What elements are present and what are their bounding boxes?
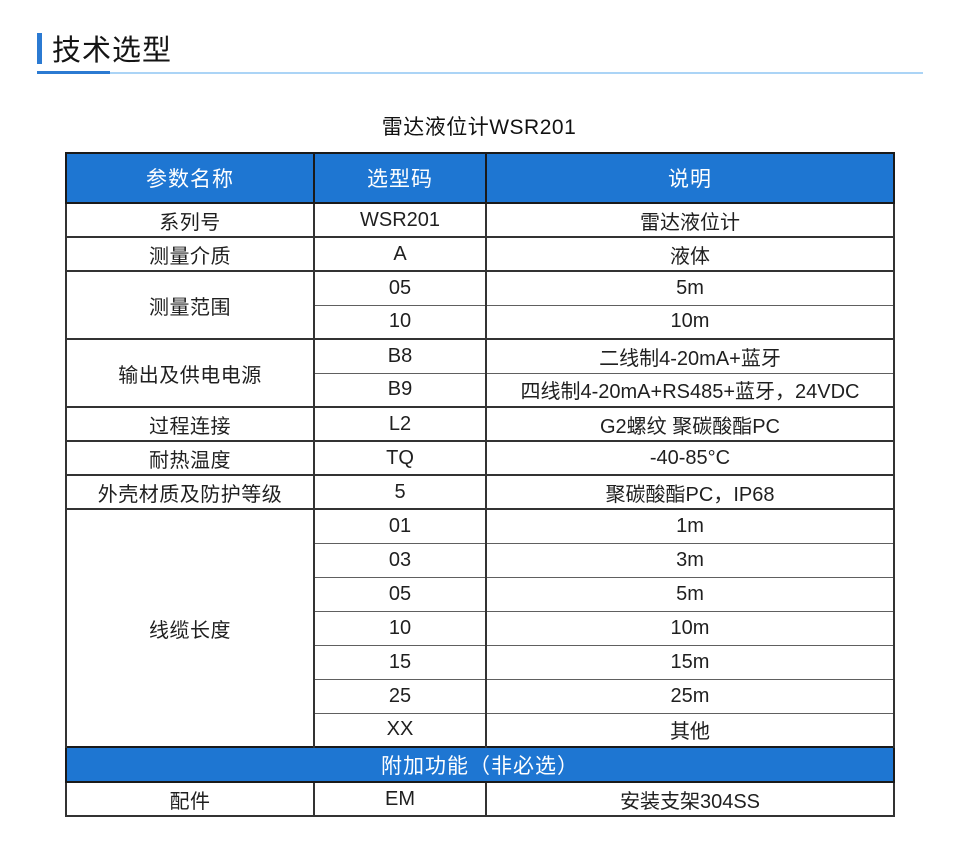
code-cell: B8 (313, 338, 487, 374)
code-cell: 05 (313, 270, 487, 306)
selection-table: 参数名称 选型码 说明 系列号 WSR201 雷达液位计 测量介质 A 液体 测量范围 05 5m 1… (65, 152, 895, 817)
desc-cell: 聚碳酸酯PC，IP68 (485, 474, 895, 510)
table-row: XX 其他 (66, 712, 895, 748)
underline-dark-segment (37, 71, 110, 74)
param-cell: 输出及供电电源 (65, 338, 315, 408)
table-row: 10 10m (66, 304, 895, 340)
param-cell: 外壳材质及防护等级 (65, 474, 315, 510)
desc-cell: 3m (485, 542, 895, 578)
code-cell: B9 (313, 372, 487, 408)
table-extra-body: 配件 EM 安装支架304SS (65, 781, 895, 817)
param-cell: 测量范围 (65, 270, 315, 340)
desc-cell: G2螺纹 聚碳酸酯PC (485, 406, 895, 442)
column-header: 说明 (485, 152, 895, 204)
band-label: 附加功能（非必选） (65, 746, 895, 783)
code-cell: 03 (313, 542, 487, 578)
table-row: 线缆长度 01 1m (65, 508, 895, 748)
code-cell: 5 (313, 474, 487, 510)
band-row: 附加功能（非必选） (65, 746, 895, 783)
table-header: 参数名称 选型码 说明 (65, 152, 895, 204)
table-row: 系列号 WSR201 雷达液位计 (65, 202, 895, 238)
table-row: 输出及供电电源 B8 二线制4-20mA+蓝牙 (65, 338, 895, 408)
table-row: B9 四线制4-20mA+RS485+蓝牙，24VDC (66, 372, 895, 408)
param-cell: 配件 (65, 781, 315, 817)
table-row: 25 25m (66, 678, 895, 714)
code-cell: 10 (313, 304, 487, 340)
code-cell: L2 (313, 406, 487, 442)
desc-cell: 5m (485, 270, 895, 306)
desc-cell: 雷达液位计 (485, 202, 895, 238)
accent-bar (37, 32, 42, 64)
code-cell: XX (313, 712, 487, 748)
desc-cell: 二线制4-20mA+蓝牙 (485, 338, 895, 374)
table-row: 过程连接 L2 G2螺纹 聚碳酸酯PC (65, 406, 895, 442)
desc-cell: 1m (485, 508, 895, 544)
code-cell: 15 (313, 644, 487, 680)
table-row: 05 5m (66, 576, 895, 612)
desc-cell: 15m (485, 644, 895, 680)
column-header: 选型码 (313, 152, 487, 204)
table-row: 10 10m (66, 610, 895, 646)
table-row: 耐热温度 TQ -40-85°C (65, 440, 895, 476)
param-cell: 测量介质 (65, 236, 315, 272)
param-cell: 系列号 (65, 202, 315, 238)
desc-cell: 5m (485, 576, 895, 612)
table-header-row: 参数名称 选型码 说明 (65, 152, 895, 204)
table-title: 雷达液位计WSR201 (381, 116, 577, 139)
table-band-body: 附加功能（非必选） (65, 746, 895, 783)
table-row: 配件 EM 安装支架304SS (65, 781, 895, 817)
desc-cell: -40-85°C (485, 440, 895, 476)
desc-cell: 安装支架304SS (485, 781, 895, 817)
code-cell: WSR201 (313, 202, 487, 238)
code-cell: EM (313, 781, 487, 817)
code-cell: 10 (313, 610, 487, 646)
code-cell: 01 (313, 508, 487, 544)
desc-cell: 10m (485, 610, 895, 646)
table-main-body: 系列号 WSR201 雷达液位计 测量介质 A 液体 测量范围 05 5m 10 10m 输出及供电电… (65, 202, 895, 748)
code-cell: 05 (313, 576, 487, 612)
desc-cell: 四线制4-20mA+RS485+蓝牙，24VDC (485, 372, 895, 408)
table-row: 15 15m (66, 644, 895, 680)
section-underline (37, 71, 923, 74)
section-title: 技术选型 (52, 35, 173, 67)
code-cell: TQ (313, 440, 487, 476)
section-header: 技术选型 (37, 27, 172, 69)
param-cell: 线缆长度 (65, 508, 315, 748)
code-cell: A (313, 236, 487, 272)
column-header: 参数名称 (65, 152, 315, 204)
table-row: 外壳材质及防护等级 5 聚碳酸酯PC，IP68 (65, 474, 895, 510)
param-cell: 过程连接 (65, 406, 315, 442)
code-cell: 25 (313, 678, 487, 714)
desc-cell: 其他 (485, 712, 895, 748)
desc-cell: 25m (485, 678, 895, 714)
table-row: 测量介质 A 液体 (65, 236, 895, 272)
param-cell: 耐热温度 (65, 440, 315, 476)
table-row: 03 3m (66, 542, 895, 578)
desc-cell: 10m (485, 304, 895, 340)
desc-cell: 液体 (485, 236, 895, 272)
table-row: 测量范围 05 5m (65, 270, 895, 340)
